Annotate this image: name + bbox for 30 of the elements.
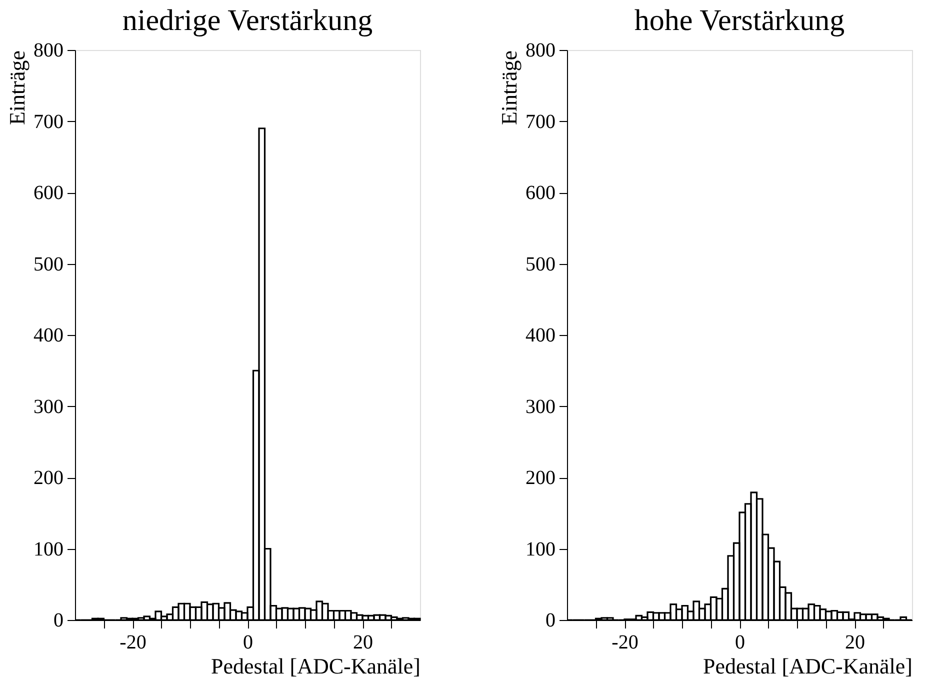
y-tick-label: 100 <box>34 538 64 560</box>
y-tick-label: 0 <box>546 610 556 632</box>
y-tick-label: 700 <box>34 110 64 133</box>
y-tick-label: 800 <box>34 40 64 62</box>
y-tick-label: 400 <box>526 324 556 346</box>
x-tick-label: 0 <box>243 632 253 654</box>
y-tick-label: 0 <box>54 610 64 632</box>
x-axis-title: Pedestal [ADC-Kanäle] <box>210 654 420 678</box>
y-axis-title: Einträge <box>496 50 522 126</box>
y-tick-label: 700 <box>526 110 556 133</box>
y-tick-label: 300 <box>34 396 64 418</box>
x-tick-label: 0 <box>735 632 745 654</box>
x-tick-label: 20 <box>353 632 373 654</box>
y-tick-label: 400 <box>34 324 64 346</box>
chart-title: niedrige Verstärkung <box>122 4 373 37</box>
x-tick-label: -20 <box>120 632 146 654</box>
y-axis-title: Einträge <box>4 50 30 126</box>
y-tick-label: 600 <box>34 182 64 204</box>
x-axis-title: Pedestal [ADC-Kanäle] <box>702 654 912 678</box>
y-tick-label: 200 <box>34 467 64 489</box>
x-tick-label: -20 <box>612 632 638 654</box>
y-tick-label: 800 <box>526 40 556 62</box>
chart-title: hohe Verstärkung <box>634 4 845 37</box>
y-tick-label: 100 <box>526 538 556 560</box>
y-tick-label: 200 <box>526 467 556 489</box>
y-tick-label: 300 <box>526 396 556 418</box>
y-tick-label: 600 <box>526 182 556 204</box>
y-tick-label: 500 <box>526 253 556 276</box>
x-tick-label: 20 <box>845 632 865 654</box>
y-tick-label: 500 <box>34 253 64 276</box>
